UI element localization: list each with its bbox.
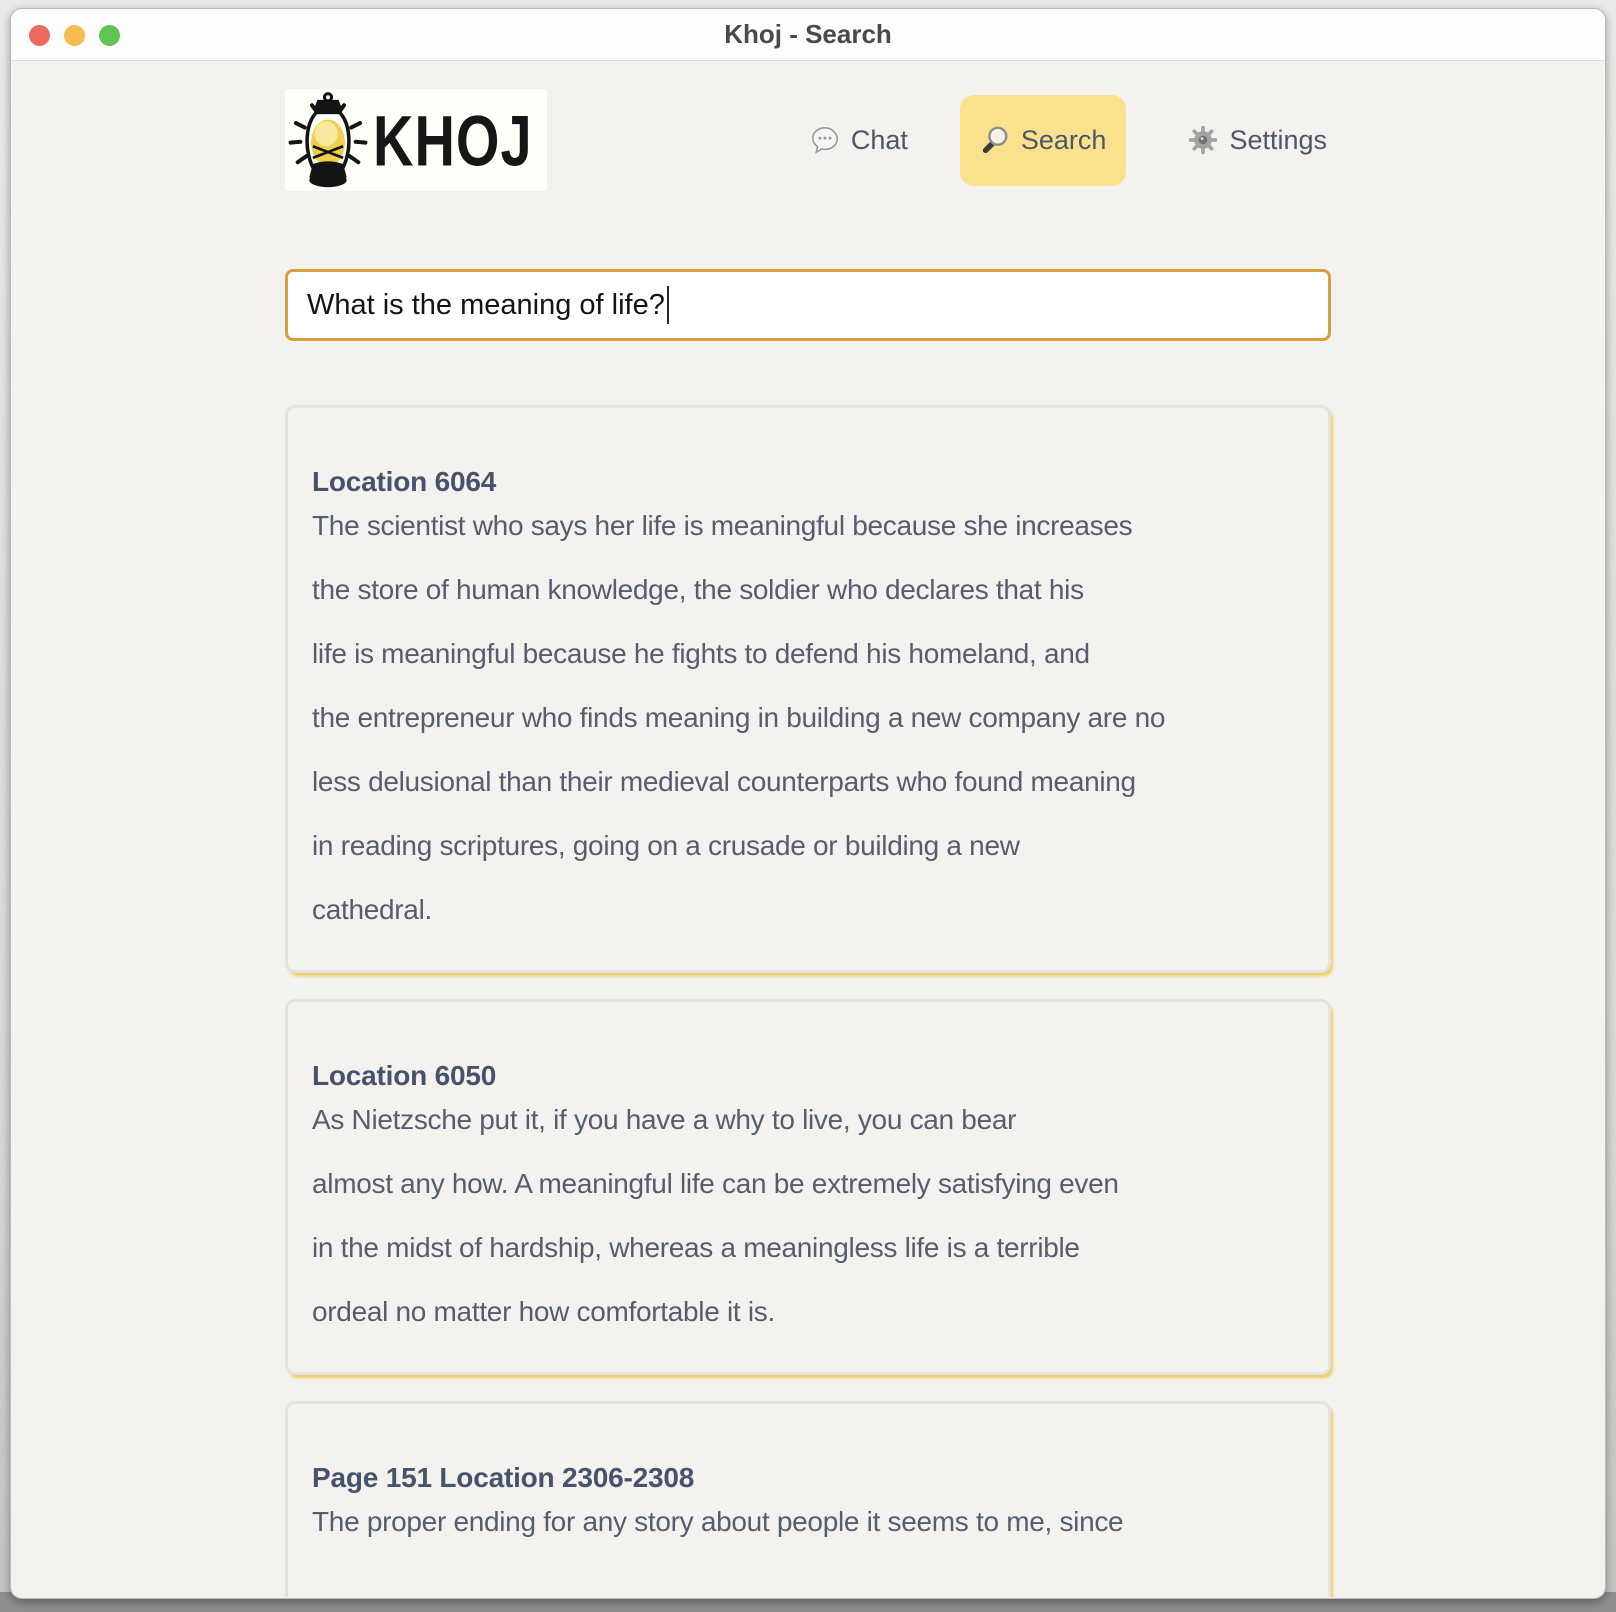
result-line: The proper ending for any story about pe…: [312, 1506, 1124, 1537]
result-line: As Nietzsche put it, if you have a why t…: [312, 1104, 1017, 1135]
search-input-value: What is the meaning of life?: [307, 288, 665, 321]
result-line: less delusional than their medieval coun…: [312, 766, 1136, 797]
result-line: ordeal no matter how comfortable it is.: [312, 1296, 775, 1327]
text-caret: [666, 286, 669, 324]
result-line: the store of human knowledge, the soldie…: [312, 574, 1084, 605]
result-line: life is meaningful because he fights to …: [312, 638, 1090, 669]
result-location: Page 151 Location 2306-2308: [312, 1462, 695, 1493]
nav-chat[interactable]: Chat: [806, 117, 912, 164]
minimize-button[interactable]: [64, 25, 85, 46]
khoj-logo[interactable]: KHOJ: [285, 89, 547, 191]
result-line: cathedral.: [312, 894, 432, 925]
lantern-icon: [288, 92, 368, 188]
close-button[interactable]: [29, 25, 50, 46]
result-card: Location 6050 As Nietzsche put it, if yo…: [285, 999, 1331, 1375]
result-location: Location 6050: [312, 1060, 497, 1091]
window-title: Khoj - Search: [724, 19, 892, 49]
nav-search[interactable]: Search: [959, 94, 1127, 186]
gear-icon: [1189, 125, 1218, 155]
result-line: in reading scriptures, going on a crusad…: [312, 830, 1020, 861]
main-nav: Chat Search: [748, 94, 1331, 186]
nav-search-label: Search: [1020, 124, 1107, 155]
search-results: Location 6064 The scientist who says her…: [285, 405, 1331, 1597]
search-input[interactable]: What is the meaning of life?: [285, 269, 1331, 341]
titlebar: Khoj - Search: [11, 9, 1605, 61]
result-card: Location 6064 The scientist who says her…: [285, 405, 1331, 973]
traffic-lights: [29, 25, 120, 46]
magnifier-icon: [982, 126, 1008, 154]
result-line: The scientist who says her life is meani…: [312, 510, 1133, 541]
zoom-button[interactable]: [99, 25, 120, 46]
brand-wordmark: KHOJ: [373, 99, 533, 181]
result-line: in the midst of hardship, whereas a mean…: [312, 1232, 1080, 1263]
result-line: almost any how. A meaningful life can be…: [312, 1168, 1119, 1199]
result-location: Location 6064: [312, 466, 497, 497]
nav-settings-label: Settings: [1229, 124, 1327, 155]
header: KHOJ Chat: [285, 89, 1331, 191]
nav-settings[interactable]: Settings: [1184, 117, 1331, 164]
chat-bubble-icon: [811, 127, 838, 154]
result-card: Page 151 Location 2306-2308 The proper e…: [285, 1401, 1331, 1597]
nav-chat-label: Chat: [850, 124, 908, 155]
result-line: the entrepreneur who finds meaning in bu…: [312, 702, 1166, 733]
app-window: Khoj - Search: [10, 8, 1606, 1599]
page: KHOJ Chat: [11, 61, 1605, 1597]
